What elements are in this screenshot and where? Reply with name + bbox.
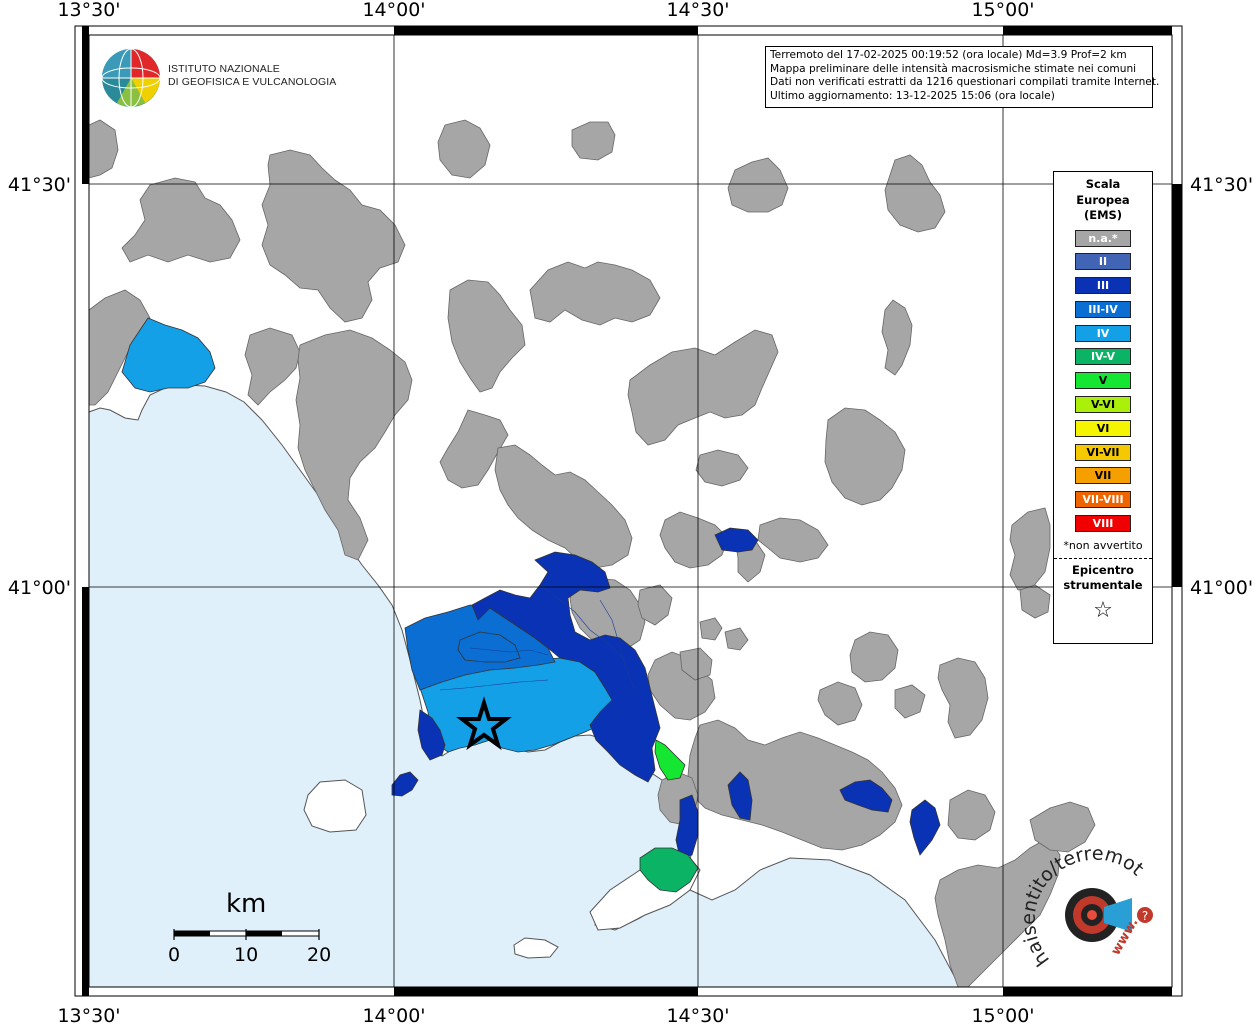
municipal-borders <box>439 584 636 691</box>
legend-title-line3: (EMS) <box>1083 208 1123 222</box>
lon-label: 13°30' <box>57 1005 120 1024</box>
legend-item: IV <box>1075 324 1131 342</box>
event-info-line3: Dati non verificati estratti da 1216 que… <box>770 76 1160 88</box>
legend-item: VII <box>1075 467 1131 485</box>
legend-item: III <box>1075 277 1131 295</box>
legend-separator <box>1054 557 1152 559</box>
legend-title: Scala Europea (EMS) <box>1054 177 1152 224</box>
legend-item: VI-VII <box>1075 443 1131 461</box>
scale-bar <box>173 929 320 940</box>
lat-label: 41°00' <box>8 577 71 599</box>
lat-label: 41°30' <box>1190 174 1253 196</box>
event-info-line2: Mappa preliminare delle intensità macros… <box>770 62 1137 75</box>
legend-note: *non avvertito <box>1063 538 1143 552</box>
institute-name: ISTITUTO NAZIONALE DI GEOFISICA E VULCAN… <box>168 63 336 89</box>
map-frame <box>74 25 1183 997</box>
lon-label: 14°30' <box>666 1005 729 1024</box>
scale-label-10: 10 <box>234 944 259 966</box>
scale-label-20: 20 <box>307 944 332 966</box>
event-info-line4: Ultimo aggiornamento: 13-12-2025 15:06 (… <box>770 89 1055 102</box>
graticule <box>89 35 1172 987</box>
epicenter-star <box>456 696 512 751</box>
lat-label: 41°30' <box>8 174 71 196</box>
legend-item: VI <box>1075 419 1131 437</box>
lon-label: 14°30' <box>666 0 729 21</box>
lat-label: 41°00' <box>1190 577 1253 599</box>
legend-item: V-VI <box>1075 396 1131 414</box>
lon-label: 14°00' <box>362 0 425 21</box>
legend-title-line2: Europea <box>1076 192 1130 207</box>
institute-line1: ISTITUTO NAZIONALE <box>168 63 280 75</box>
legend-item: II <box>1075 253 1131 271</box>
legend-item: IV-V <box>1075 348 1131 366</box>
lon-labels-top: 13°30' 14°00' 14°30' 15°00' <box>57 0 1034 21</box>
watermark-question: ? <box>1142 909 1148 923</box>
island-capri <box>513 937 559 959</box>
scale-unit: km <box>226 889 267 919</box>
legend-epicenter-line2: strumentale <box>1063 578 1143 593</box>
legend-title-line1: Scala <box>1085 177 1121 191</box>
lat-labels: 41°30' 41°00' 41°30' 41°00' <box>8 174 1253 599</box>
municipalities-intensity <box>121 317 941 893</box>
lon-labels-bottom: 13°30' 14°00' 14°30' 15°00' <box>57 1005 1034 1024</box>
legend-item: VIII <box>1075 515 1131 533</box>
legend-item: V <box>1075 372 1131 390</box>
legend-star-icon: ☆ <box>1093 597 1113 623</box>
island-ischia <box>303 779 367 833</box>
scale-label-0: 0 <box>168 944 181 966</box>
legend-epicenter: Epicentro strumentale <box>1054 563 1152 594</box>
intensity-legend: Scala Europea (EMS) n.a.* II III III-IV IV IV… <box>1053 171 1153 644</box>
legend-epicenter-line1: Epicentro <box>1072 562 1134 577</box>
legend-items: n.a.* II III III-IV IV IV-V V V-VI VI VI-VII VII VI… <box>1054 229 1152 533</box>
legend-item: n.a.* <box>1075 229 1131 247</box>
lon-label: 14°00' <box>362 1005 425 1024</box>
lon-label: 15°00' <box>971 1005 1034 1024</box>
event-info-line1: Terremoto del 17-02-2025 00:19:52 (ora l… <box>770 49 1127 61</box>
lon-label: 15°00' <box>971 0 1034 21</box>
lon-label: 13°30' <box>57 0 120 21</box>
event-info-box: Terremoto del 17-02-2025 00:19:52 (ora l… <box>765 46 1160 108</box>
institute-line2: DI GEOFISICA E VULCANOLOGIA <box>168 76 337 88</box>
legend-item: III-IV <box>1075 300 1131 318</box>
ingv-logo-icon <box>101 48 161 108</box>
legend-item: VII-VIII <box>1075 491 1131 509</box>
